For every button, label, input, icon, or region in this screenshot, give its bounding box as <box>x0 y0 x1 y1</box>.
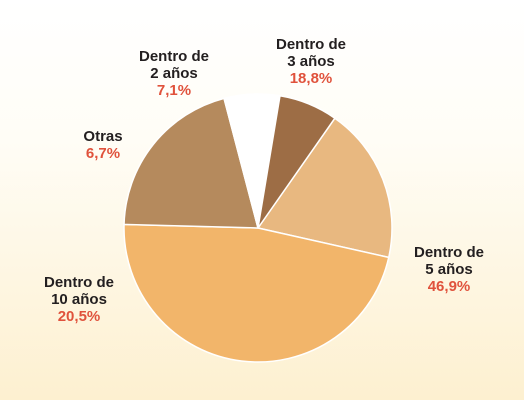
label-2-years-value: 7,1% <box>156 82 192 99</box>
label-2-years-line1: Dentro de <box>138 48 209 65</box>
label-3-years-value: 18,8% <box>289 70 333 87</box>
label-2-years-line2: 2 años <box>150 65 198 82</box>
slice-10-years <box>123 97 259 229</box>
slice-2-years <box>257 94 336 229</box>
label-other-line1: Otras <box>83 128 123 145</box>
label-10-years-line2: 10 años <box>51 291 107 308</box>
label-other: Otras 6,7% <box>68 128 138 162</box>
label-10-years-value: 20,5% <box>57 308 101 325</box>
label-2-years: Dentro de 2 años 7,1% <box>128 48 220 99</box>
label-10-years: Dentro de 10 años 20,5% <box>24 274 134 325</box>
label-3-years-line2: 3 años <box>287 53 335 70</box>
label-5-years-line2: 5 años <box>425 261 473 278</box>
label-5-years: Dentro de 5 años 46,9% <box>400 244 498 295</box>
label-5-years-line1: Dentro de <box>413 244 484 261</box>
slice-3-years <box>256 117 393 259</box>
label-3-years-line1: Dentro de <box>275 36 346 53</box>
label-other-value: 6,7% <box>85 145 121 162</box>
label-3-years: Dentro de 3 años 18,8% <box>262 36 360 87</box>
label-5-years-value: 46,9% <box>427 278 471 295</box>
label-10-years-line1: Dentro de <box>43 274 114 291</box>
slice-5-years <box>123 223 390 363</box>
